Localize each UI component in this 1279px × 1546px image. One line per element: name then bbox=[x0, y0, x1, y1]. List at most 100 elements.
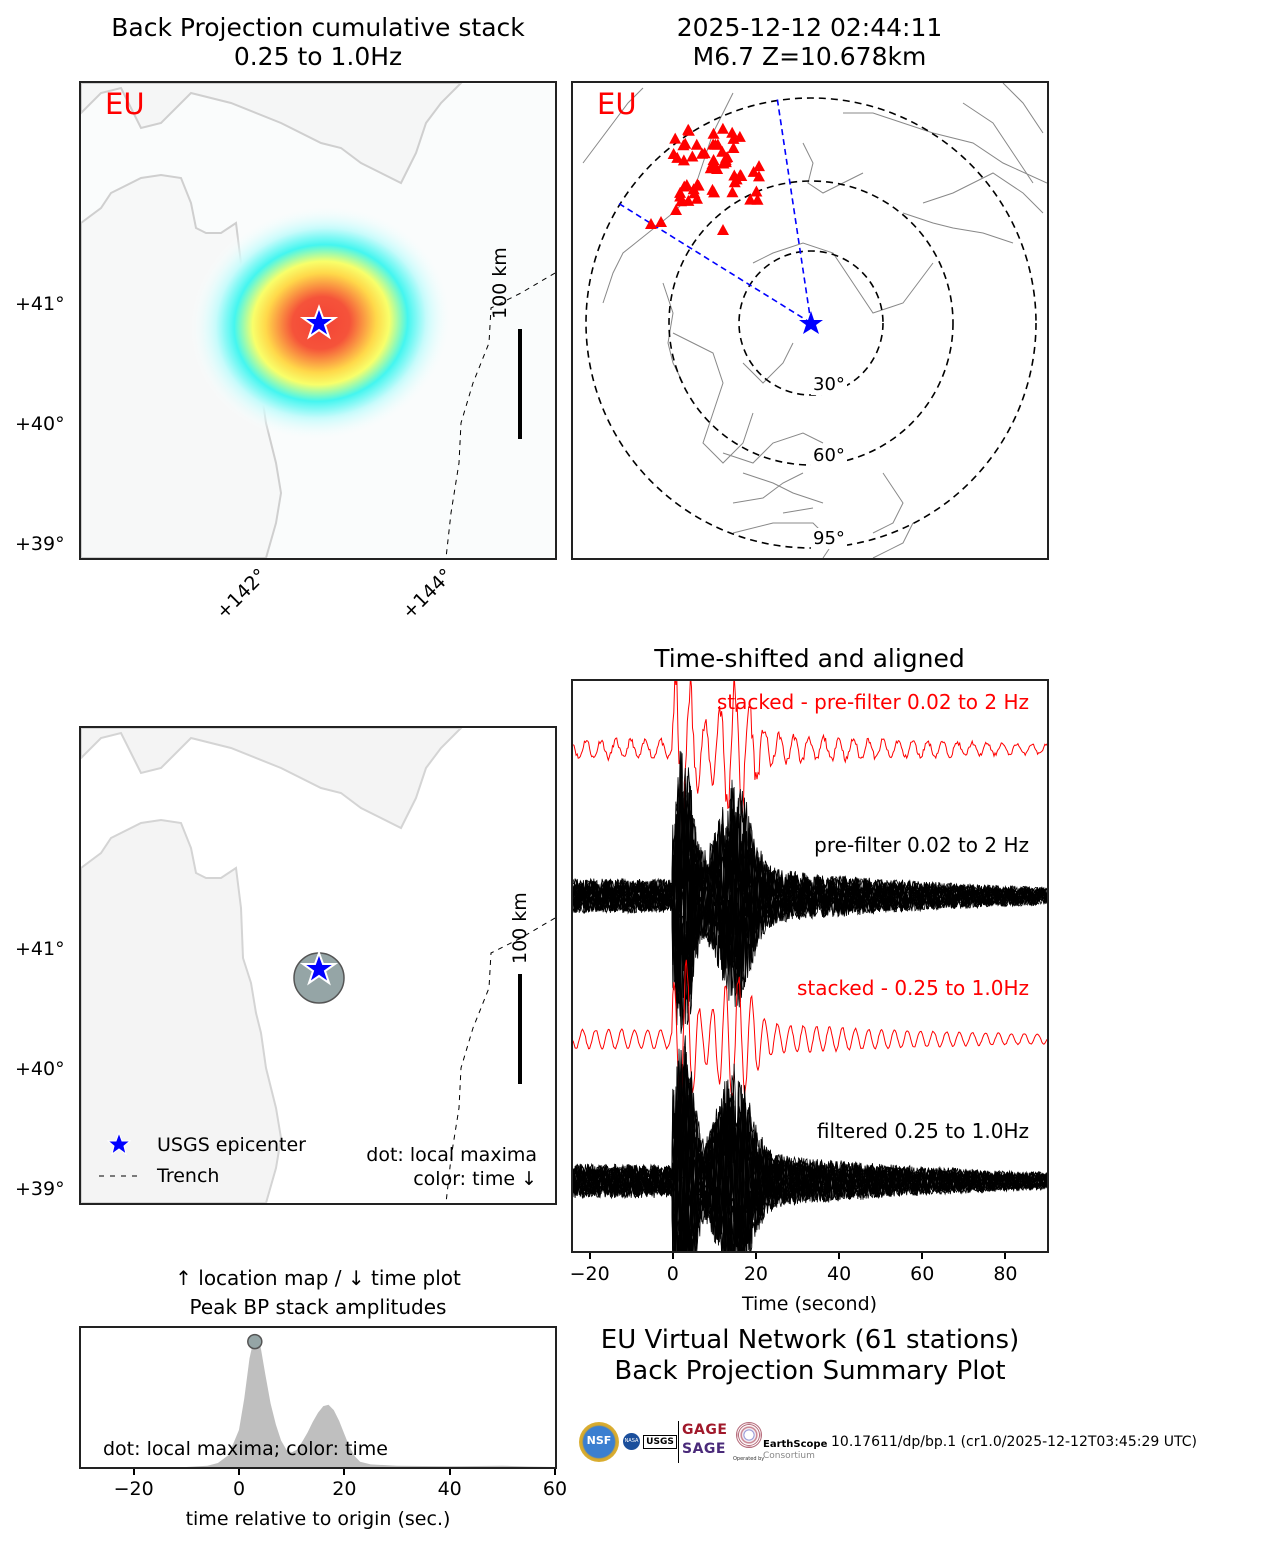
sage-logo: SAGE bbox=[682, 1441, 726, 1457]
nasa-logo: NASA bbox=[623, 1433, 640, 1450]
stacked-filtered-trace bbox=[573, 959, 1047, 1118]
station-triangle-icon bbox=[726, 186, 739, 198]
ring-label-95: 95° bbox=[811, 528, 847, 549]
station-triangle-icon bbox=[655, 216, 667, 227]
station-triangle-icon bbox=[678, 180, 691, 192]
station-triangle-icon bbox=[716, 122, 729, 134]
peak-x-tick-mark bbox=[554, 1469, 556, 1475]
wave-x-tick-label: 80 bbox=[993, 1263, 1018, 1285]
peak-x-tick-label: 20 bbox=[332, 1478, 357, 1500]
station-triangle-icon bbox=[686, 150, 699, 162]
bp-lon-tick-142: +142° bbox=[212, 564, 272, 624]
wave-x-tick-label: 40 bbox=[827, 1263, 852, 1285]
bp-network-tag: EU bbox=[105, 87, 145, 121]
station-markers bbox=[645, 122, 766, 235]
logo-strip: NSF NASA USGS GAGE SAGE Operated by Eart… bbox=[577, 1418, 1277, 1468]
peak-x-tick-label: 60 bbox=[542, 1478, 568, 1500]
peak-x-tick-mark bbox=[448, 1469, 451, 1475]
hokkaido-land bbox=[81, 83, 463, 185]
honshu-land bbox=[81, 818, 283, 1203]
gage-logo: GAGE bbox=[682, 1422, 728, 1438]
time-plot-xlabel: time relative to origin (sec.) bbox=[185, 1508, 451, 1530]
filtered-station-trace bbox=[573, 1068, 1047, 1251]
station-triangle-icon bbox=[707, 127, 720, 139]
wave-x-tick-label: 60 bbox=[910, 1263, 935, 1285]
label-stacked-filtered: stacked - 0.25 to 1.0Hz bbox=[797, 976, 1029, 1000]
trench-line bbox=[445, 272, 555, 558]
station-triangle-icon bbox=[669, 132, 682, 144]
station-triangle-icon bbox=[709, 138, 722, 150]
bp-heatmap-svg bbox=[81, 83, 555, 558]
ring-label-60: 60° bbox=[811, 445, 847, 466]
loc-lat-tick-40: +40° bbox=[15, 1058, 65, 1080]
station-triangle-icon bbox=[744, 193, 757, 205]
station-triangle-icon bbox=[747, 165, 760, 177]
doi-text: 10.17611/dp/bp.1 (cr1.0/2025-12-12T03:45… bbox=[831, 1434, 1197, 1450]
nasa-logo-text: NASA bbox=[624, 1438, 639, 1444]
filtered-station-trace bbox=[573, 1046, 1047, 1251]
peak-x-tick-label: 0 bbox=[232, 1478, 246, 1500]
star-icon bbox=[299, 304, 339, 340]
wave-x-tick-mark bbox=[588, 1253, 591, 1259]
prefilter-station-trace bbox=[573, 750, 1047, 998]
waveform-title: Time-shifted and aligned bbox=[654, 644, 965, 673]
global-network-tag: EU bbox=[597, 87, 637, 121]
bp-heatmap-panel: EU 100 km bbox=[79, 81, 557, 560]
filtered-station-trace bbox=[573, 1066, 1047, 1251]
wave-x-tick-label: 0 bbox=[666, 1263, 679, 1285]
legend-star-icon bbox=[106, 1131, 132, 1156]
consortium-logo: Consortium bbox=[763, 1451, 815, 1461]
filtered-station-trace bbox=[573, 1054, 1047, 1251]
summary-line1: EU Virtual Network (61 stations) bbox=[600, 1325, 1020, 1355]
filtered-station-trace bbox=[573, 1049, 1047, 1251]
peak-x-tick-mark bbox=[343, 1469, 346, 1475]
waveform-svg bbox=[573, 681, 1047, 1251]
bp-lat-tick-40: +40° bbox=[15, 413, 65, 435]
logo-divider bbox=[678, 1421, 679, 1463]
earthscope-logo: EarthScope bbox=[763, 1439, 828, 1450]
time-plot-title-line1: ↑ location map / ↓ time plot bbox=[175, 1266, 461, 1290]
peak-x-tick-label: −20 bbox=[113, 1478, 154, 1500]
operated-by-text: Operated by bbox=[733, 1456, 765, 1462]
nsf-logo-text: NSF bbox=[586, 1434, 612, 1447]
station-triangle-icon bbox=[707, 153, 720, 165]
stacked-prefilter-trace bbox=[573, 681, 1047, 837]
prefilter-station-trace bbox=[573, 777, 1047, 982]
star-icon bbox=[299, 950, 339, 986]
filtered-station-trace bbox=[573, 1053, 1047, 1251]
filtered-station-trace bbox=[573, 1046, 1047, 1251]
loc-note-line1: dot: local maxima bbox=[366, 1144, 537, 1166]
bp-map-title: Back Projection cumulative stack 0.25 to… bbox=[79, 13, 557, 71]
location-map-svg bbox=[81, 728, 555, 1203]
summary-title: EU Virtual Network (61 stations) Back Pr… bbox=[556, 1325, 1064, 1387]
peak-amplitude-area bbox=[81, 1334, 555, 1467]
time-plot-title: ↑ location map / ↓ time plot Peak BP sta… bbox=[79, 1264, 557, 1322]
bp-map-title-line2: 0.25 to 1.0Hz bbox=[233, 42, 403, 71]
station-triangle-icon bbox=[645, 218, 657, 229]
station-triangle-icon bbox=[674, 190, 687, 202]
loc-lat-tick-39: +39° bbox=[15, 1178, 65, 1200]
station-triangle-icon bbox=[670, 204, 682, 215]
event-datetime: 2025-12-12 02:44:11 bbox=[676, 13, 943, 42]
station-triangle-icon bbox=[675, 195, 688, 207]
peak-x-tick-mark bbox=[238, 1469, 240, 1475]
filtered-station-trace bbox=[573, 1049, 1047, 1251]
station-triangle-icon bbox=[730, 173, 743, 185]
station-triangle-icon bbox=[708, 186, 721, 198]
event-title: 2025-12-12 02:44:11 M6.7 Z=10.678km bbox=[571, 13, 1048, 71]
bp-map-title-line1: Back Projection cumulative stack bbox=[111, 13, 525, 42]
bp-lat-tick-41: +41° bbox=[15, 293, 65, 315]
great-circle-paths bbox=[617, 96, 812, 324]
legend-epicenter-label: USGS epicenter bbox=[157, 1134, 306, 1156]
station-triangle-icon bbox=[690, 138, 703, 150]
waveform-xlabel: Time (second) bbox=[741, 1293, 878, 1315]
trench-line bbox=[445, 917, 555, 1203]
event-magnitude-depth: M6.7 Z=10.678km bbox=[692, 42, 927, 71]
wave-x-tick-mark bbox=[671, 1253, 674, 1259]
station-triangle-icon bbox=[727, 142, 740, 154]
legend-trench-label: Trench bbox=[157, 1165, 220, 1187]
local-maxima-dot bbox=[247, 1333, 263, 1350]
label-prefilter: pre-filter 0.02 to 2 Hz bbox=[814, 833, 1029, 857]
ring-30 bbox=[738, 250, 884, 396]
loc-scale-label: 100 km bbox=[509, 892, 531, 964]
